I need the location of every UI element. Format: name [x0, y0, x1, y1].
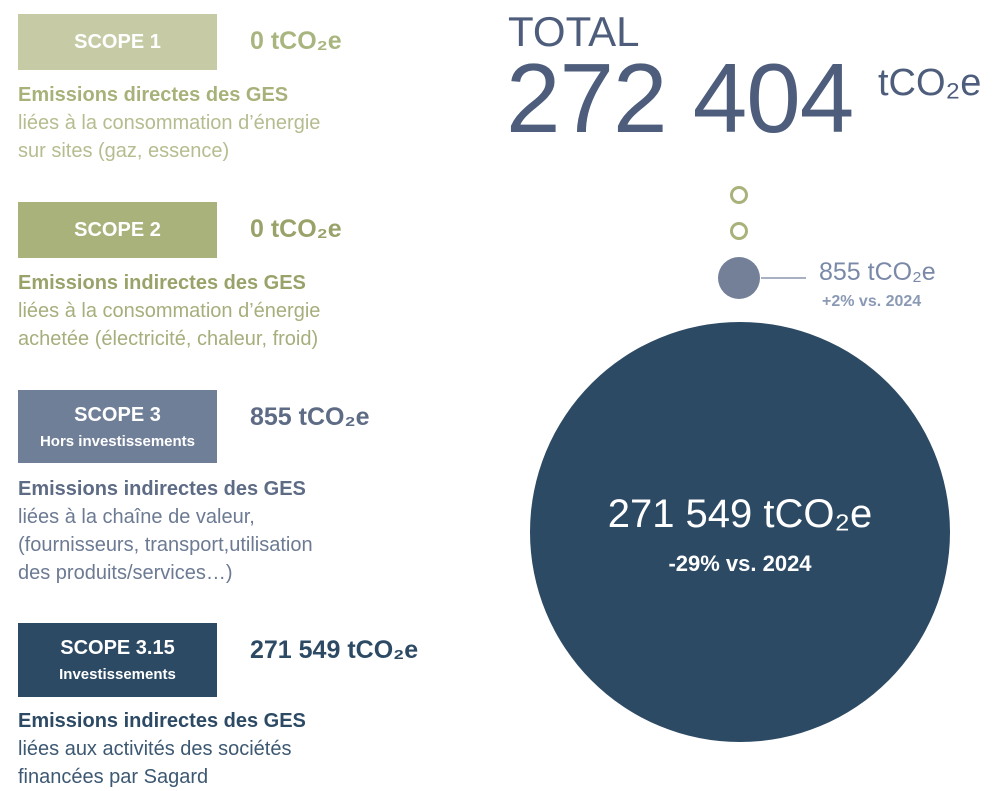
- description-line: liées à la consommation d’énergie: [18, 300, 321, 322]
- scope-description: Emissions indirectes des GES liées aux ac…: [18, 707, 306, 791]
- scope-label: SCOPE 1: [74, 30, 161, 53]
- scope-label: SCOPE 3: [74, 403, 161, 426]
- scope-box: SCOPE 3.15 Investissements: [18, 623, 217, 697]
- description-line: liées à la chaîne de valeur,: [18, 506, 255, 528]
- scope315-bubble: [530, 322, 950, 742]
- small-bubble-value: 855 tCO₂e: [819, 258, 936, 286]
- description-line: sur sites (gaz, essence): [18, 140, 230, 162]
- scope-box: SCOPE 1: [18, 14, 217, 70]
- scope2-bubble: [730, 222, 748, 240]
- scope-description: Emissions indirectes des GES liées à la c…: [18, 269, 320, 353]
- description-line: liées aux activités des sociétés: [18, 738, 292, 760]
- large-bubble-value: 271 549 tCO₂e: [607, 492, 873, 536]
- scope-value: 0 tCO₂e: [250, 215, 342, 243]
- scope-description: Emissions indirectes des GES liées à la c…: [18, 475, 313, 587]
- small-bubble-change: +2% vs. 2024: [822, 293, 922, 310]
- scope-heading: Emissions indirectes des GES: [18, 478, 306, 500]
- scope-description: Emissions directes des GES liées à la con…: [18, 81, 320, 165]
- scope-heading: Emissions indirectes des GES: [18, 710, 306, 732]
- scope-value: 271 549 tCO₂e: [250, 636, 419, 664]
- scope-box: SCOPE 2: [18, 202, 217, 258]
- description-line: achetée (électricité, chaleur, froid): [18, 328, 319, 350]
- total-value: 272 404: [506, 43, 854, 153]
- description-line: (fournisseurs, transport,utilisation: [18, 534, 313, 556]
- description-line: liées à la consommation d’énergie: [18, 112, 321, 134]
- description-line: des produits/services…): [18, 562, 233, 584]
- scope-label: SCOPE 2: [74, 218, 161, 241]
- scope-sublabel: Hors investissements: [39, 432, 196, 450]
- scope-box: SCOPE 3 Hors investissements: [18, 390, 217, 463]
- large-bubble-change: -29% vs. 2024: [668, 551, 812, 576]
- scope-sublabel: Investissements: [59, 666, 176, 683]
- scope-heading: Emissions directes des GES: [18, 84, 289, 106]
- scope-value: 0 tCO₂e: [250, 27, 342, 55]
- scope-label: SCOPE 3.15: [60, 637, 175, 659]
- total-unit: tCO₂e: [878, 62, 982, 104]
- scope-heading: Emissions indirectes des GES: [18, 272, 306, 294]
- scope-value: 855 tCO₂e: [250, 403, 370, 431]
- scope1-bubble: [730, 186, 748, 204]
- description-line: financées par Sagard: [18, 766, 209, 788]
- total-label: TOTAL: [508, 8, 640, 55]
- scope3-bubble: [718, 257, 760, 299]
